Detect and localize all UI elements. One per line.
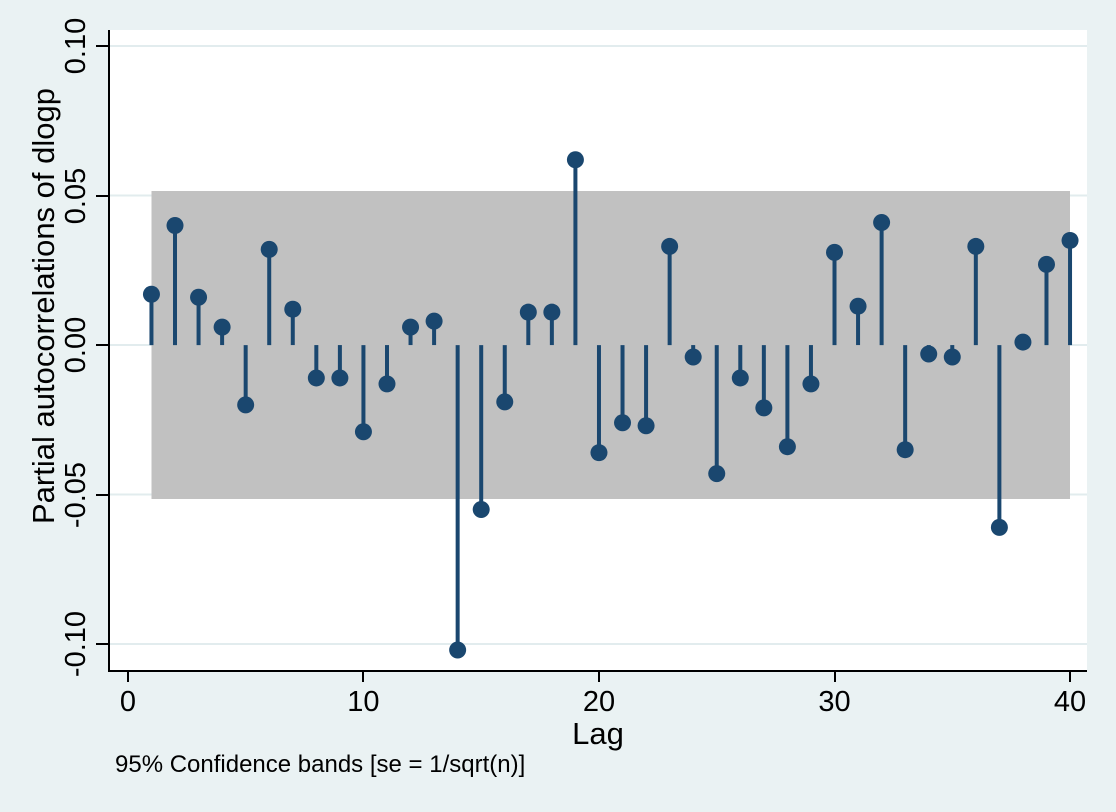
x-tick-mark: [126, 670, 129, 682]
pacf-point-lag-13: [425, 312, 443, 330]
pacf-plot-svg: [110, 45, 1087, 659]
y-tick-label: -0.05: [59, 461, 92, 528]
confidence-band-note: 95% Confidence bands [se = 1/sqrt(n)]: [115, 751, 526, 778]
pacf-point-lag-7: [284, 300, 302, 318]
x-tick-mark: [597, 670, 600, 682]
pacf-point-lag-3: [190, 288, 208, 306]
pacf-point-lag-16: [496, 393, 514, 411]
pacf-point-lag-28: [778, 438, 796, 456]
pacf-point-lag-20: [590, 444, 608, 462]
pacf-point-lag-25: [708, 465, 726, 483]
pacf-point-lag-17: [519, 303, 537, 321]
y-tick-mark: [96, 45, 108, 48]
pacf-point-lag-38: [1014, 333, 1032, 351]
y-tick-label: 0.05: [59, 167, 92, 224]
y-tick-label: -0.10: [59, 610, 92, 678]
x-axis-title: Lag: [572, 716, 624, 751]
pacf-point-lag-1: [142, 285, 160, 303]
y-tick-mark: [96, 642, 108, 645]
pacf-point-lag-12: [402, 318, 420, 336]
pacf-point-lag-36: [967, 237, 985, 255]
pacf-point-lag-14: [449, 641, 467, 659]
pacf-point-lag-23: [661, 237, 679, 255]
y-axis-title: Partial autocorrelations of dlogp: [25, 88, 61, 524]
pacf-point-lag-26: [731, 369, 749, 387]
pacf-point-lag-29: [802, 375, 820, 393]
y-tick-mark: [96, 194, 108, 197]
pacf-point-lag-9: [331, 369, 349, 387]
pacf-point-lag-31: [849, 297, 867, 315]
x-tick-mark: [1069, 670, 1072, 682]
x-tick-mark: [362, 670, 365, 682]
pacf-point-lag-40: [1061, 231, 1079, 249]
x-tick-label: 10: [347, 686, 380, 718]
plot-area: [108, 30, 1087, 672]
x-tick-label: 0: [119, 686, 136, 718]
pacf-point-lag-18: [543, 303, 561, 321]
pacf-point-lag-33: [896, 441, 914, 459]
pacf-point-lag-34: [920, 345, 938, 363]
pacf-point-lag-4: [213, 318, 231, 336]
pacf-point-lag-2: [166, 216, 184, 234]
confidence-band: [151, 191, 1071, 500]
pacf-point-lag-6: [260, 240, 278, 258]
y-tick-label: 0.10: [59, 17, 92, 75]
x-tick-mark: [833, 670, 836, 682]
pacf-point-lag-37: [990, 518, 1008, 536]
y-tick-label: 0.00: [59, 316, 92, 374]
pacf-point-lag-11: [378, 375, 396, 393]
x-tick-label: 20: [582, 686, 616, 718]
y-tick-mark: [96, 344, 108, 347]
pacf-point-lag-39: [1037, 255, 1055, 273]
pacf-point-lag-35: [943, 348, 961, 366]
pacf-point-lag-15: [472, 500, 490, 518]
x-tick-label: 40: [1053, 686, 1087, 718]
pacf-point-lag-30: [826, 243, 844, 261]
pacf-point-lag-5: [237, 396, 255, 414]
pacf-point-lag-21: [614, 414, 632, 432]
pacf-point-lag-8: [307, 369, 325, 387]
x-tick-label: 30: [818, 686, 851, 718]
pacf-point-lag-32: [873, 214, 891, 232]
y-tick-mark: [96, 493, 108, 496]
pacf-point-lag-22: [637, 417, 655, 435]
pacf-point-lag-19: [566, 151, 584, 169]
pacf-point-lag-24: [684, 348, 702, 366]
pacf-point-lag-10: [354, 423, 372, 441]
pacf-point-lag-27: [755, 399, 773, 417]
